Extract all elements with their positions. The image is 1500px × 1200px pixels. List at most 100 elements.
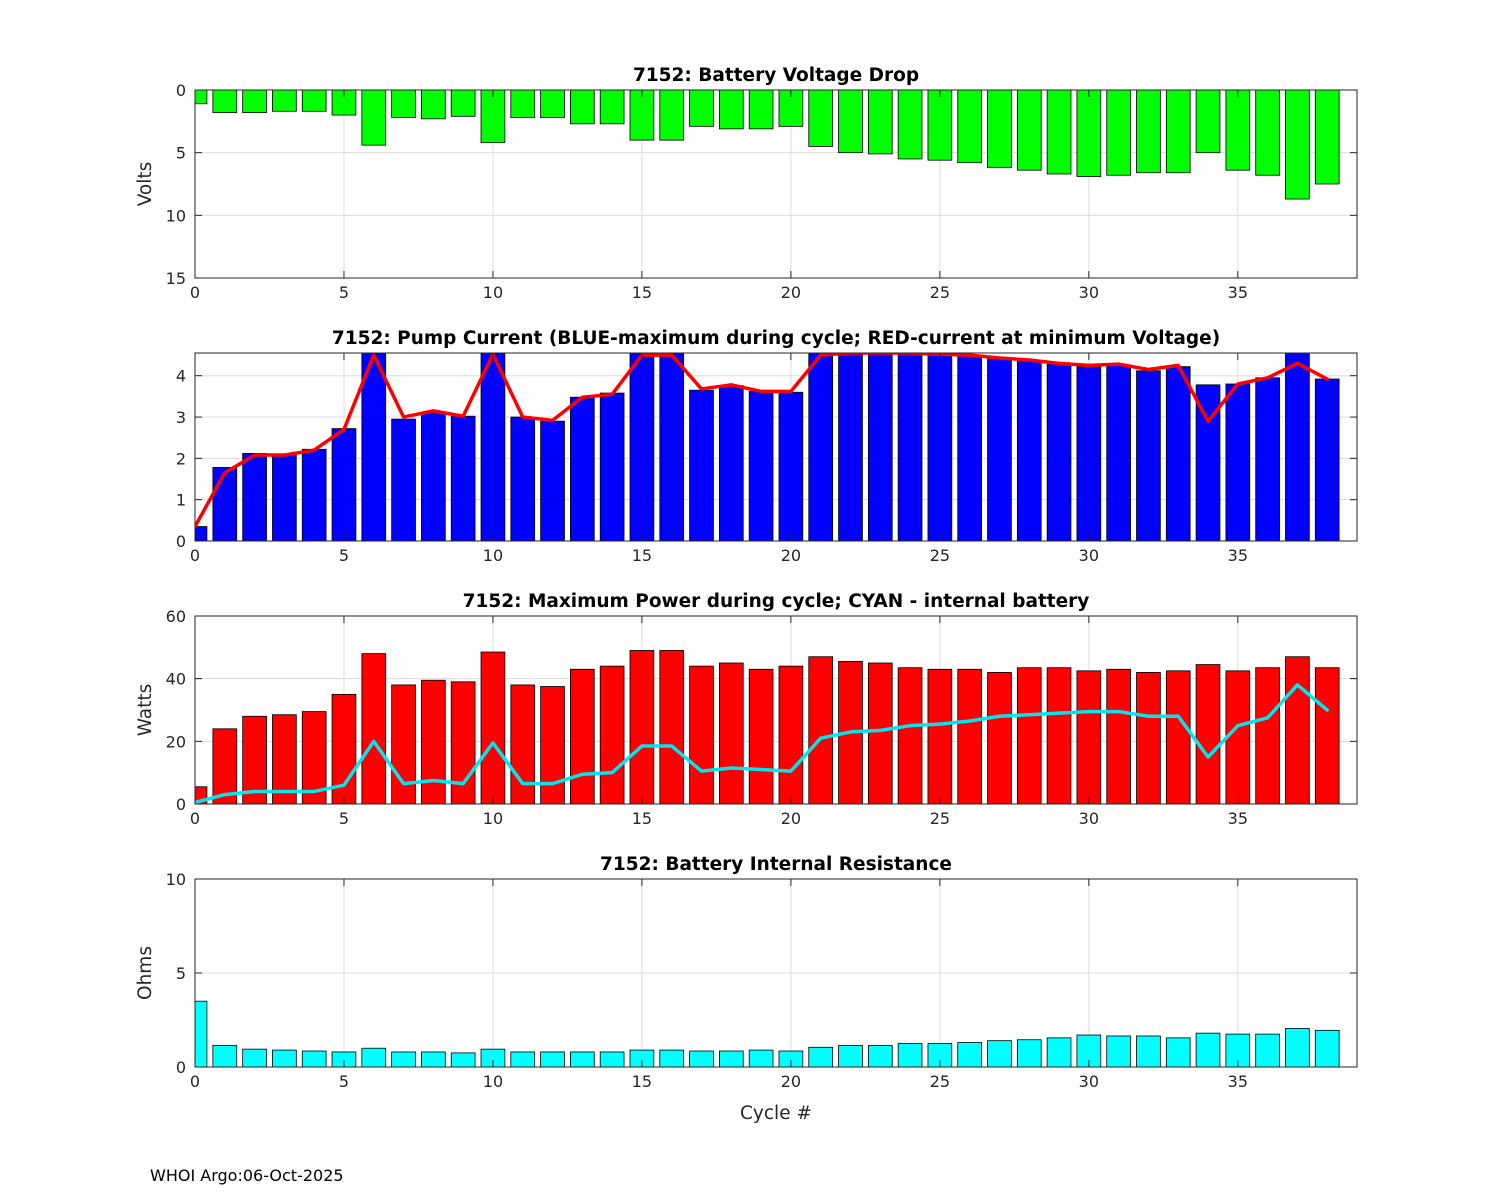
bar-voltage-35: [1225, 90, 1251, 171]
bar-power-21: [808, 656, 834, 804]
bar-voltage-10: [480, 90, 506, 144]
x-tick-label: 20: [781, 1072, 801, 1091]
bar-resistance-6: [361, 1047, 387, 1067]
plot-area: [195, 650, 1340, 804]
bar-voltage-21: [808, 90, 834, 147]
bar-resistance-17: [689, 1050, 714, 1067]
bar-pump-34: [1195, 384, 1221, 541]
bar-voltage-29: [1046, 90, 1072, 175]
y-axis-label: Watts: [135, 684, 156, 737]
x-tick-label: 20: [781, 546, 801, 565]
bar-resistance-32: [1136, 1035, 1161, 1067]
bar-resistance-14: [599, 1051, 625, 1067]
bar-power-30: [1076, 670, 1102, 804]
x-tick-label: 30: [1079, 1072, 1099, 1091]
bar-pump-35: [1225, 383, 1251, 541]
bar-pump-0: [195, 526, 208, 541]
x-tick-label: 10: [483, 809, 503, 828]
bar-power-35: [1225, 670, 1251, 804]
y-axis-label: Volts: [135, 162, 156, 207]
bar-pump-37: [1285, 353, 1310, 541]
x-tick-label: 35: [1228, 1072, 1248, 1091]
bar-power-7: [391, 684, 416, 804]
bar-power-29: [1046, 667, 1072, 804]
bar-voltage-31: [1106, 90, 1131, 176]
x-tick-label: 20: [781, 283, 801, 302]
bar-resistance-33: [1165, 1037, 1191, 1067]
x-tick-label: 20: [781, 809, 801, 828]
bar-pump-25: [927, 354, 953, 541]
bar-power-15: [629, 650, 655, 804]
bar-pump-23: [867, 353, 893, 541]
bar-resistance-20: [778, 1050, 804, 1067]
bar-voltage-34: [1195, 90, 1221, 154]
bar-voltage-20: [778, 90, 804, 127]
bar-pump-36: [1255, 377, 1280, 541]
x-tick-label: 5: [339, 546, 349, 565]
bar-pump-2: [242, 453, 267, 541]
bar-resistance-0: [195, 1000, 208, 1067]
bar-pump-13: [570, 396, 595, 541]
bar-resistance-23: [867, 1044, 893, 1067]
bar-power-23: [867, 662, 893, 804]
y-tick-label: 40: [166, 670, 186, 689]
bar-power-26: [957, 668, 982, 804]
x-tick-label: 35: [1228, 546, 1248, 565]
bar-resistance-36: [1255, 1033, 1280, 1067]
bar-power-13: [570, 668, 595, 804]
bar-voltage-27: [987, 90, 1012, 169]
bar-resistance-38: [1314, 1029, 1340, 1067]
bar-voltage-7: [391, 90, 416, 118]
bar-power-24: [897, 667, 923, 804]
bar-pump-17: [689, 389, 714, 541]
bar-voltage-18: [718, 90, 744, 130]
bar-power-11: [510, 684, 536, 804]
bar-pump-10: [480, 353, 506, 541]
bar-pump-4: [301, 448, 327, 541]
bar-voltage-32: [1136, 90, 1161, 174]
y-tick-label: 5: [176, 964, 186, 983]
x-tick-label: 25: [930, 809, 950, 828]
bar-power-34: [1195, 664, 1221, 804]
bar-pump-21: [808, 353, 834, 541]
line-power: [195, 683, 1329, 804]
bar-power-3: [272, 714, 297, 804]
bar-pump-31: [1106, 364, 1131, 541]
bar-voltage-26: [957, 90, 982, 164]
y-tick-label: 20: [166, 732, 186, 751]
bar-power-33: [1165, 670, 1191, 804]
bar-power-17: [689, 665, 714, 804]
y-tick-label: 3: [176, 408, 186, 427]
line-pump: [195, 353, 1329, 529]
bar-resistance-19: [748, 1049, 774, 1067]
bar-voltage-11: [510, 90, 536, 118]
axes-background: [195, 90, 1357, 278]
pump-current-panel: 0 5 10 15 20 25 30 35 0 1 2 3 4 7152: Pump Current (B…: [176, 328, 1358, 565]
bar-power-36: [1255, 667, 1280, 804]
bar-voltage-12: [540, 90, 565, 118]
bar-resistance-30: [1076, 1034, 1102, 1067]
bar-resistance-18: [718, 1050, 744, 1067]
bar-voltage-30: [1076, 90, 1102, 177]
bar-power-25: [927, 668, 953, 804]
y-tick-label: 5: [176, 144, 186, 163]
bar-power-14: [599, 665, 625, 804]
footer-credit: WHOI Argo:06-Oct-2025: [150, 1166, 344, 1185]
bar-resistance-37: [1285, 1028, 1310, 1067]
bar-voltage-5: [331, 90, 357, 116]
bar-voltage-38: [1314, 90, 1340, 185]
bar-voltage-36: [1255, 90, 1280, 176]
bar-resistance-21: [808, 1046, 834, 1067]
y-tick-label: 60: [166, 607, 186, 626]
x-tick-label: 25: [930, 1072, 950, 1091]
bar-pump-32: [1136, 370, 1161, 541]
bar-power-12: [540, 686, 565, 804]
bar-resistance-34: [1195, 1032, 1221, 1067]
y-tick-label: 0: [176, 81, 186, 100]
x-tick-label: 25: [930, 283, 950, 302]
bar-pump-16: [659, 353, 685, 541]
bar-resistance-11: [510, 1051, 536, 1067]
bar-resistance-28: [1016, 1039, 1042, 1067]
y-tick-label: 0: [176, 795, 186, 814]
